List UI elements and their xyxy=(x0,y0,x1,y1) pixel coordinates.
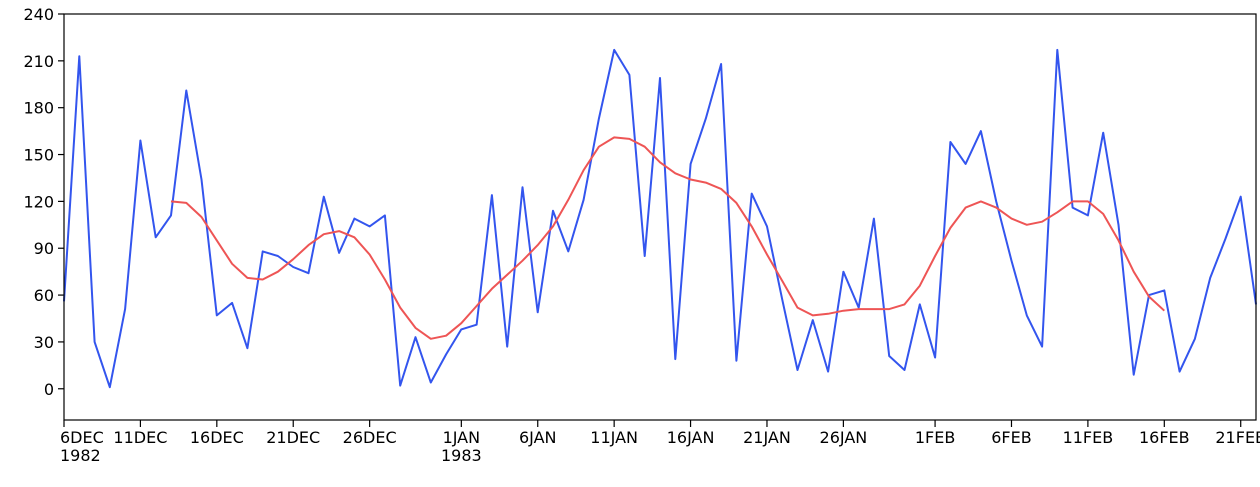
series-line-2 xyxy=(170,136,1165,340)
x-tick-label: 6JAN xyxy=(519,428,557,447)
y-tick-label: 180 xyxy=(23,99,54,118)
x-tick-label: 11FEB xyxy=(1063,428,1114,447)
y-tick-label: 60 xyxy=(34,286,54,305)
x-tick-label: 11DEC xyxy=(113,428,167,447)
x-tick-label: 21JAN xyxy=(743,428,791,447)
x-tick-label: 6DEC xyxy=(60,428,104,447)
y-axis-tick-labels: 0 30 60 90 120 150 180 210 240 xyxy=(23,5,54,399)
x-tick-label: 16FEB xyxy=(1139,428,1190,447)
x-tick-label: 16DEC xyxy=(190,428,244,447)
y-tick-label: 90 xyxy=(34,239,54,258)
y-tick-label: 210 xyxy=(23,52,54,71)
series-line-1 xyxy=(63,48,1257,389)
y-tick-label: 30 xyxy=(34,333,54,352)
plot-frame xyxy=(63,13,1257,421)
x-tick-year-label: 1983 xyxy=(441,446,482,465)
x-tick-label: 26DEC xyxy=(343,428,397,447)
y-tick-label: 240 xyxy=(23,5,54,24)
x-tick-label: 6FEB xyxy=(991,428,1031,447)
x-tick-label: 1FEB xyxy=(915,428,955,447)
x-tick-label: 11JAN xyxy=(590,428,638,447)
x-tick-label: 1JAN xyxy=(443,428,481,447)
x-tick-label: 16JAN xyxy=(667,428,715,447)
series-layer xyxy=(63,48,1257,389)
y-tick-label: 0 xyxy=(44,380,54,399)
axis-ticks xyxy=(58,13,1242,427)
x-tick-label: 21FEB xyxy=(1215,428,1260,447)
x-tick-label: 26JAN xyxy=(820,428,868,447)
y-tick-label: 120 xyxy=(23,192,54,211)
x-tick-year-label: 1982 xyxy=(60,446,101,465)
x-tick-label: 21DEC xyxy=(266,428,320,447)
y-tick-label: 150 xyxy=(23,146,54,165)
